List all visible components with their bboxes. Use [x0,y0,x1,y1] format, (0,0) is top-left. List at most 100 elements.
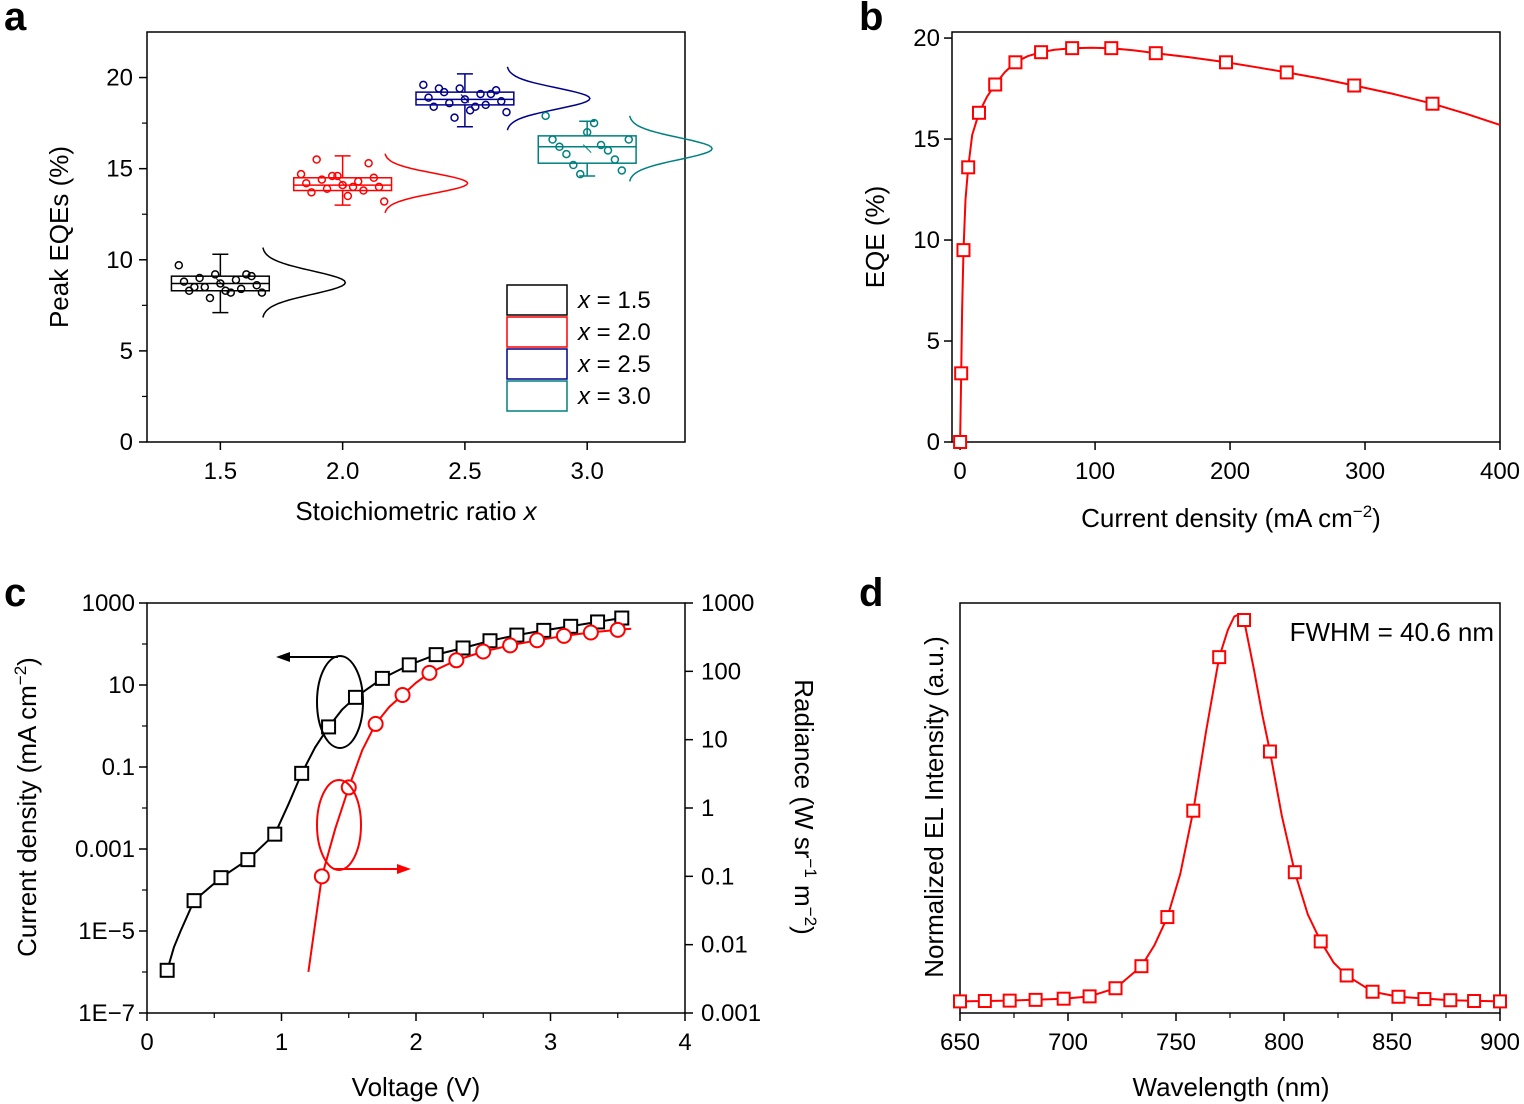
box-group [292,153,469,214]
data-point [369,173,379,183]
eqe-marker [1279,65,1294,80]
data-point [460,95,470,104]
x-tick-label: 200 [1210,458,1250,485]
radiance-marker [502,637,519,654]
panel-a-chart: 0 5 10 15 20 1.5 2.0 2.5 3.0 x = 1.5 x = 2.0 x = 2… [44,31,713,526]
left-arrow-head [276,652,290,662]
data-point [236,284,246,294]
data-point [231,275,241,285]
data-point [226,288,236,297]
panel-b-frame [951,31,1501,443]
x-tick-label: 2.0 [326,458,359,485]
radiance-marker [367,715,384,732]
data-point [200,282,210,292]
y-tick-label: 5 [927,328,940,355]
current-density-marker [240,852,256,868]
data-point [502,107,511,117]
legend-label: x = 1.5 [577,287,651,314]
panel-b-xlabel: Current density (mA cm−2) [1081,502,1381,533]
radiance-marker [475,643,492,660]
right-arrow-head [397,864,411,874]
el-marker [1287,865,1302,880]
data-point [322,184,332,193]
x-tick-label: 1 [275,1029,288,1056]
data-point [424,93,433,102]
el-marker [1237,613,1252,628]
y-tick-label: 1000 [82,590,135,617]
radiance-marker [609,621,626,638]
radiance-marker [394,687,411,704]
el-marker [1028,992,1043,1007]
data-point [353,177,363,186]
y2-tick-label: 100 [701,658,741,685]
red-ellipse [316,779,362,871]
y-tick-label: 10 [108,672,135,699]
radiance-annotation [316,779,411,874]
y2-tick-label: 1 [701,795,714,822]
mean-marker [338,178,347,188]
eqe-marker [1219,55,1233,70]
data-point [596,140,606,150]
radiance-marker [313,868,330,885]
legend-label: x = 2.5 [577,351,651,378]
box [537,135,637,164]
data-point [582,127,592,137]
eqe-marker [1008,55,1023,70]
box-group [170,247,347,318]
radiance-marker [582,624,599,641]
y2-tick-label: 0.1 [701,863,734,890]
data-point [576,169,585,179]
data-point [205,293,215,303]
data-point [555,142,564,152]
el-marker [977,994,992,1009]
data-point [302,178,311,188]
data-point [190,282,199,292]
y-tick-label: 5 [120,338,133,365]
x-tick-label: 1.5 [204,458,237,485]
eqe-marker [954,366,969,381]
y2-tick-label: 1000 [701,590,754,617]
eqe-marker [971,105,986,120]
y-tick-label: 0.001 [75,836,135,863]
data-point [374,182,384,192]
el-marker [1056,991,1071,1006]
el-marker [1002,993,1017,1008]
radiance-marker [555,627,572,644]
el-marker [1365,984,1380,999]
legend-label: x = 3.0 [577,383,651,410]
panel-c-chart: 1E−71E−50.0010.11010000.0010.010.1110100… [11,590,820,1102]
data-point [252,281,261,290]
radiance-marker [421,664,438,681]
data-point [419,80,428,90]
data-point [296,169,306,179]
x-tick-label: 100 [1075,458,1115,485]
y-tick-label: 1E−5 [78,918,135,945]
data-point [617,166,627,175]
distribution-curve [628,115,713,182]
panel-label-a: a [4,0,27,39]
data-point [312,155,321,164]
eqe-marker [961,160,976,175]
x-tick-label: 400 [1480,458,1520,485]
data-point [429,102,438,111]
el-marker [1212,650,1227,665]
data-point [486,89,496,99]
distribution-curve [262,247,347,318]
data-point [307,188,316,197]
legend-label: x = 2.0 [577,319,651,346]
data-point [481,100,490,110]
data-point [471,102,480,111]
x-tick-label: 800 [1264,1029,1304,1056]
panel-d-ylabel: Normalized EL Intensity (a.u.) [919,636,949,978]
data-point [548,135,557,144]
x-tick-label: 4 [678,1029,691,1056]
el-marker [1417,992,1432,1007]
y2-tick-label: 10 [701,727,728,754]
legend-swatch [506,348,568,380]
eqe-marker [1104,41,1119,56]
data-point [343,191,353,201]
data-point [434,84,444,93]
current-density-marker [455,640,471,656]
el-marker [1443,993,1458,1008]
